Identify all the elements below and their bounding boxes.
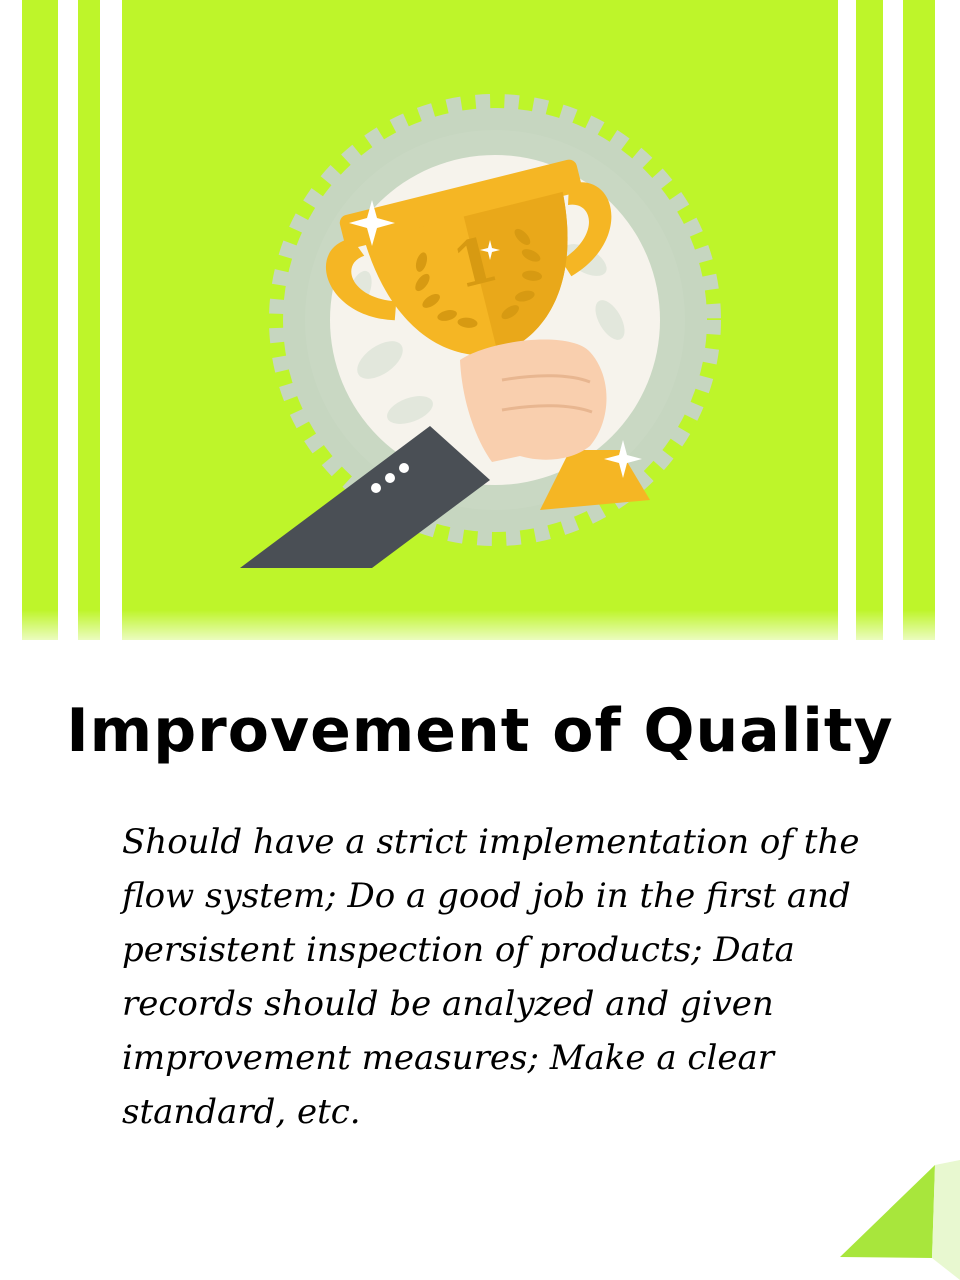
stripe-left-2 <box>58 0 78 640</box>
hero-banner: 1 <box>0 0 960 640</box>
stripe-left-3 <box>100 0 122 640</box>
corner-fold-decoration <box>840 1160 960 1280</box>
body-paragraph: Should have a strict implementation of t… <box>122 815 872 1139</box>
stripe-left-1 <box>0 0 22 640</box>
stripe-right-1 <box>838 0 856 640</box>
stripe-right-2 <box>883 0 903 640</box>
trophy-illustration: 1 <box>240 90 730 570</box>
stripe-right-3 <box>935 0 960 640</box>
page-title: Improvement of Quality <box>0 686 960 776</box>
